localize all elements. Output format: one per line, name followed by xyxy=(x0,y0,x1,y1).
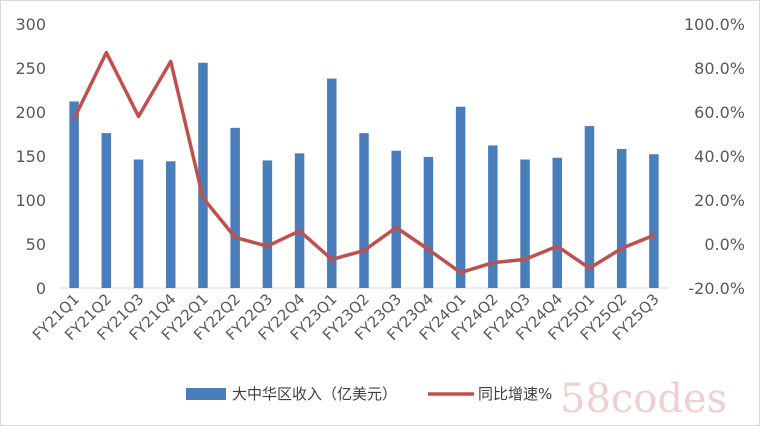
legend-line-label: 同比增速% xyxy=(478,385,552,403)
bar xyxy=(455,106,466,288)
left-axis: 0 50 100 150 200 250 300 xyxy=(15,15,46,298)
right-tick-label: 20.0% xyxy=(694,191,745,210)
bar xyxy=(616,148,627,288)
right-tick-label: -20.0% xyxy=(688,279,745,298)
right-tick-label: 100.0% xyxy=(684,15,745,34)
bar xyxy=(520,159,530,288)
left-tick-label: 250 xyxy=(15,59,46,78)
left-tick-label: 0 xyxy=(36,279,46,298)
bar xyxy=(327,78,337,288)
bar xyxy=(584,126,595,288)
legend-bar-swatch xyxy=(186,388,226,400)
right-tick-label: 0.0% xyxy=(704,235,745,254)
right-tick-label: 60.0% xyxy=(694,103,745,122)
line-series xyxy=(72,50,656,275)
bar xyxy=(488,145,498,288)
left-tick-label: 200 xyxy=(15,103,46,122)
right-tick-label: 40.0% xyxy=(694,147,745,166)
bar xyxy=(198,62,208,288)
left-tick-label: 300 xyxy=(15,15,46,34)
bar xyxy=(294,153,305,288)
bar xyxy=(101,133,112,288)
bar xyxy=(649,154,659,288)
bar xyxy=(391,150,401,288)
left-tick-label: 150 xyxy=(15,147,46,166)
bar xyxy=(262,160,273,288)
legend-bar-label: 大中华区收入（亿美元） xyxy=(232,385,397,403)
left-tick-label: 50 xyxy=(26,235,46,254)
bar xyxy=(165,161,176,288)
right-axis: -20.0% 0.0% 20.0% 40.0% 60.0% 80.0% 100.0% xyxy=(684,15,745,298)
bar xyxy=(133,159,144,288)
bar xyxy=(552,157,563,288)
legend: 大中华区收入（亿美元） 同比增速% xyxy=(186,385,552,403)
bar xyxy=(423,156,434,288)
bar-series xyxy=(69,62,659,288)
right-tick-label: 80.0% xyxy=(694,59,745,78)
bar xyxy=(230,127,240,288)
bar xyxy=(359,133,369,288)
bar xyxy=(69,101,79,288)
watermark: 58codes xyxy=(560,376,727,422)
left-tick-label: 100 xyxy=(15,191,46,210)
